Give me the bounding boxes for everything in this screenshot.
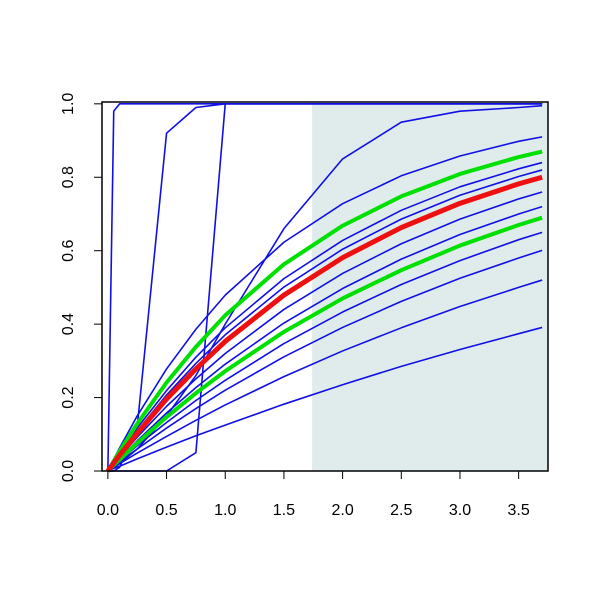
x-tick-label: 3.0 xyxy=(449,502,471,519)
curve xyxy=(105,174,543,473)
x-tick-label: 0.0 xyxy=(97,502,119,519)
shaded-region xyxy=(312,102,548,471)
x-tick-label: 1.5 xyxy=(273,502,295,519)
curve xyxy=(107,326,543,472)
x-tick-label: 3.5 xyxy=(508,502,530,519)
curve xyxy=(106,215,543,473)
x-tick-label: 2.5 xyxy=(390,502,412,519)
x-tick-label: 2.0 xyxy=(331,502,353,519)
x-tick-label: 0.5 xyxy=(155,502,177,519)
y-tick-label: 1.0 xyxy=(60,93,77,115)
y-tick-label: 0.8 xyxy=(60,166,77,188)
curve xyxy=(106,149,543,473)
y-tick-label: 0.0 xyxy=(60,460,77,482)
x-tick-label: 1.0 xyxy=(214,502,236,519)
y-tick-label: 0.2 xyxy=(60,386,77,408)
curve xyxy=(107,279,543,472)
y-tick-label: 0.6 xyxy=(60,239,77,261)
plot-box xyxy=(101,101,549,472)
y-tick-label: 0.4 xyxy=(60,313,77,335)
